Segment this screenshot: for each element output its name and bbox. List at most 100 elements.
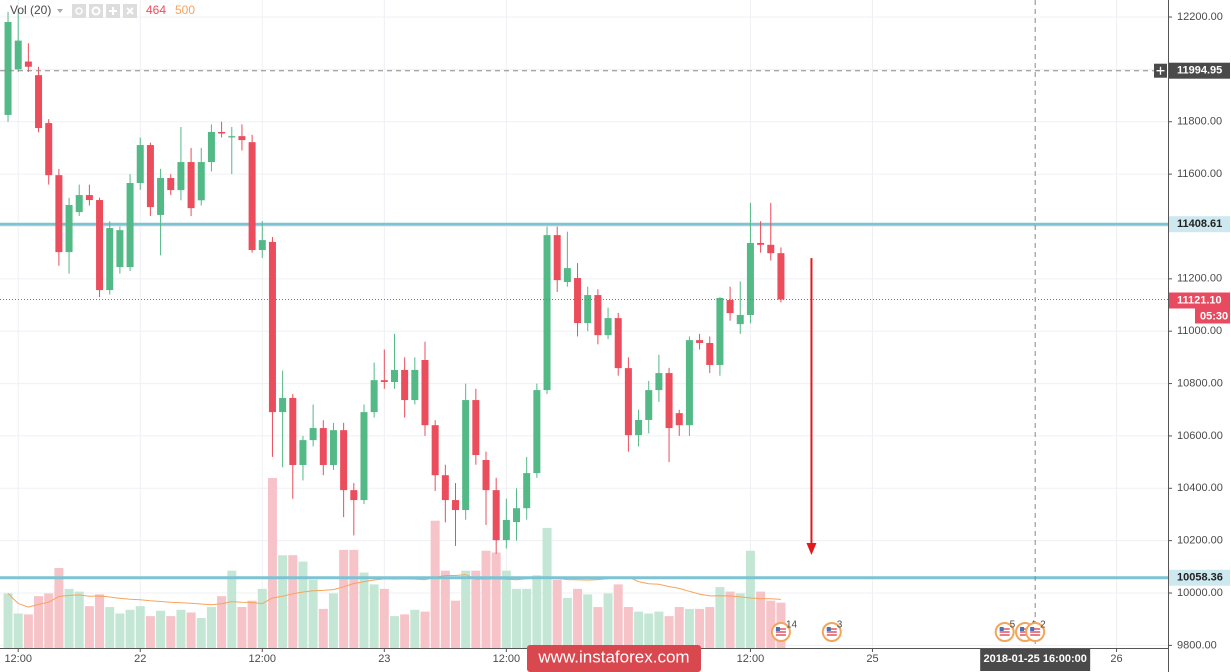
candle-body	[146, 145, 154, 208]
x-tick-label: 26	[1110, 653, 1122, 665]
y-tick-label: 10800.00	[1177, 377, 1223, 389]
level-label-box	[1169, 216, 1230, 233]
volume-bar	[451, 600, 461, 648]
x-tick-label: 12:00	[4, 653, 32, 665]
volume-bar	[227, 570, 237, 648]
volume-bar	[206, 607, 216, 648]
candle-body	[96, 200, 104, 291]
level-label: 11408.61	[1177, 218, 1222, 230]
volume-bar	[74, 591, 84, 648]
candle-body	[340, 430, 348, 491]
event-flag-canton	[775, 627, 780, 631]
x-tick-label: 12:00	[249, 653, 277, 665]
volume-bar	[369, 584, 379, 648]
y-tick-label: 10000.00	[1177, 587, 1223, 599]
volume-bar	[44, 593, 54, 648]
candle-body	[197, 162, 205, 201]
volume-bar	[715, 587, 725, 648]
volume-bar	[196, 617, 206, 648]
volume-bar	[95, 594, 105, 648]
event-flag-canton	[1020, 627, 1025, 631]
gear-icon	[91, 6, 101, 16]
overlays: 143542	[0, 0, 1168, 648]
candle-body	[360, 412, 368, 501]
volume-bar	[217, 596, 227, 648]
volume-bar	[654, 611, 664, 648]
event-count: 3	[837, 620, 843, 631]
candle-body	[543, 235, 551, 391]
volume-bar	[420, 611, 430, 648]
y-tick-label: 11800.00	[1177, 116, 1222, 128]
candle-body	[421, 360, 429, 426]
candle-body	[116, 230, 124, 268]
candle-body	[106, 228, 114, 291]
candle-body	[635, 419, 643, 436]
volume-bar	[257, 588, 267, 648]
volume-bar	[34, 596, 44, 648]
y-tick-label: 9800.00	[1177, 639, 1217, 651]
y-tick-label: 12200.00	[1177, 11, 1223, 23]
event-flag-canton	[1030, 627, 1035, 631]
candle-body	[716, 297, 724, 365]
candle-body	[390, 369, 398, 382]
volume-ma-value: 500	[175, 3, 195, 17]
x-tick-label: 23	[378, 653, 390, 665]
candle-body	[767, 244, 775, 254]
volume-bar	[379, 588, 389, 648]
y-tick-label: 11000.00	[1177, 325, 1222, 337]
volume-bar	[603, 593, 613, 648]
candle-body	[584, 295, 592, 324]
candle-body	[238, 136, 246, 141]
candle-body	[268, 241, 276, 413]
volume-bar	[532, 575, 542, 648]
candle-body	[45, 123, 53, 176]
volume-bar	[288, 555, 298, 648]
plus-icon	[1156, 66, 1165, 75]
dropdown-icon[interactable]	[57, 9, 63, 13]
candle-body	[228, 136, 236, 138]
candle-body	[126, 183, 134, 268]
candle-body	[523, 473, 531, 509]
candle-body	[757, 242, 765, 245]
candle-body	[167, 178, 175, 191]
volume-bar	[461, 570, 471, 648]
candle-body	[55, 175, 63, 253]
candle-body	[187, 162, 195, 209]
volume-bar	[664, 616, 674, 648]
volume-bar	[339, 549, 349, 648]
volume-value: 464	[146, 3, 166, 17]
volume-bar	[410, 609, 420, 648]
candle-body	[319, 428, 327, 465]
indicator-label: Vol (20)	[10, 3, 51, 17]
x-icon	[126, 7, 134, 15]
x-tick-label: 12:00	[737, 653, 765, 665]
candle-body	[157, 178, 165, 215]
y-tick-label: 10200.00	[1177, 535, 1223, 547]
candle-body	[462, 400, 470, 511]
event-flag-canton	[826, 627, 831, 631]
candle-body	[258, 240, 266, 251]
volume-bar	[84, 606, 94, 648]
watermark-box	[527, 645, 701, 672]
candle-body	[492, 490, 500, 541]
candle-body	[594, 295, 602, 336]
volume-bar	[125, 609, 135, 648]
settings-button[interactable]	[89, 4, 103, 18]
candle-body	[533, 390, 541, 474]
countdown: 05:30	[1200, 310, 1228, 322]
eye-button[interactable]	[72, 4, 86, 18]
candle-body	[4, 21, 12, 115]
candle-body	[177, 162, 185, 191]
volume-bar	[695, 608, 705, 648]
level-label-box	[1169, 569, 1230, 586]
candle-body	[24, 61, 32, 67]
volume-bar	[3, 593, 13, 648]
candle-body	[574, 278, 582, 324]
y-tick-label: 10400.00	[1177, 482, 1223, 494]
candle-body	[279, 397, 287, 413]
candle-body	[289, 397, 297, 465]
volume-bar	[471, 570, 481, 648]
candle-body	[431, 425, 439, 476]
crosshair-time-box	[980, 649, 1091, 671]
